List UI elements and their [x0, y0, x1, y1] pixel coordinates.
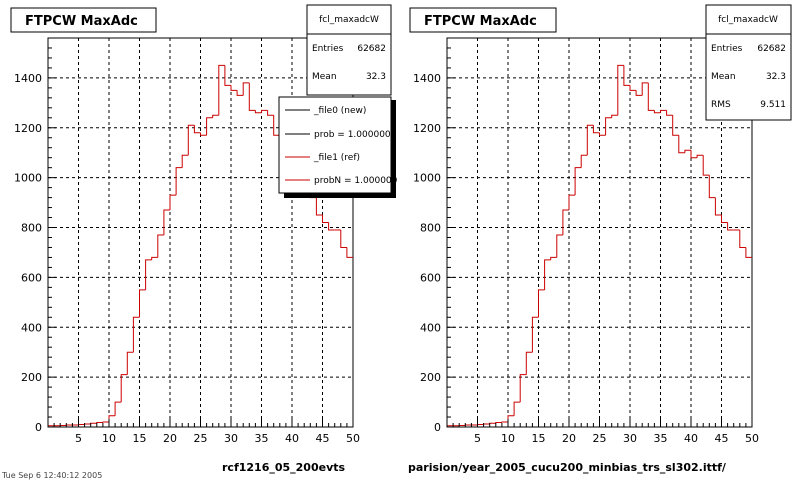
timestamp-label: Tue Sep 6 12:40:12 2005 — [1, 471, 102, 480]
y-tick-label: 1000 — [14, 172, 42, 185]
stats-name: fcl_maxadcW — [319, 15, 379, 25]
stats-mean-value: 32.3 — [366, 72, 386, 82]
stats-entries-label: Entries — [312, 44, 344, 54]
legend-entry-ref: _file1 (ref) — [313, 153, 360, 163]
y-tick-label: 400 — [21, 321, 42, 334]
x-tick-label: 50 — [346, 432, 360, 445]
legend-entry-new: _file0 (new) — [313, 106, 366, 116]
stats-entries-value: 62682 — [357, 44, 386, 54]
pad-left: 5 10 15 20 25 30 35 40 45 50 0 200 400 600 800 1000 120… — [11, 5, 398, 474]
y-tick-label: 1200 — [14, 122, 42, 135]
x-tick-label: 25 — [194, 432, 208, 445]
stats-name: fcl_maxadcW — [718, 15, 778, 25]
y-tick-label: 0 — [35, 421, 42, 434]
legend-entry-prob: prob = 1.000000 — [314, 130, 391, 140]
pad-right: 5 10 15 20 25 30 35 40 45 50 0 200 400 600 800 1000 120… — [408, 5, 791, 474]
y-tick-label: 200 — [21, 371, 42, 384]
stats-rms-value: 9.511 — [760, 100, 786, 110]
x-tick-label: 5 — [474, 432, 481, 445]
y-tick-label: 800 — [420, 222, 441, 235]
x-tick-label: 10 — [501, 432, 515, 445]
x-tick-label: 5 — [75, 432, 82, 445]
x-tick-label: 40 — [285, 432, 299, 445]
x-tick-label: 20 — [562, 432, 576, 445]
x-tick-label: 45 — [715, 432, 729, 445]
x-tick-label: 40 — [684, 432, 698, 445]
pad-title: FTPCW MaxAdc — [424, 14, 537, 29]
y-tick-label: 800 — [21, 222, 42, 235]
x-tick-label: 10 — [102, 432, 116, 445]
y-tick-label: 600 — [21, 271, 42, 284]
y-tick-label: 600 — [420, 271, 441, 284]
footer-label: parision/year_2005_cucu200_minbias_trs_s… — [408, 461, 727, 474]
x-tick-label: 15 — [133, 432, 147, 445]
stats-mean-value: 32.3 — [766, 72, 786, 82]
y-tick-label: 0 — [434, 421, 441, 434]
x-tick-label: 45 — [316, 432, 330, 445]
y-tick-label: 200 — [420, 371, 441, 384]
x-tick-label: 20 — [163, 432, 177, 445]
stats-box: fcl_maxadcW Entries 62682 Mean 32.3 — [307, 5, 391, 95]
stats-mean-label: Mean — [312, 72, 337, 82]
x-tick-label: 35 — [654, 432, 668, 445]
x-tick-label: 25 — [593, 432, 607, 445]
stats-entries-value: 62682 — [757, 44, 786, 54]
legend-entry-probn: probN = 1.000000 — [314, 176, 398, 186]
y-tick-label: 1400 — [14, 72, 42, 85]
x-tick-label: 35 — [255, 432, 269, 445]
x-tick-label: 30 — [623, 432, 637, 445]
pad-title: FTPCW MaxAdc — [25, 14, 138, 29]
stats-box: fcl_maxadcW Entries 62682 Mean 32.3 RMS … — [706, 5, 791, 120]
footer-label: rcf1216_05_200evts — [222, 461, 346, 474]
y-tick-label: 1000 — [413, 172, 441, 185]
y-tick-label: 1400 — [413, 72, 441, 85]
x-tick-label: 15 — [532, 432, 546, 445]
stats-mean-label: Mean — [711, 72, 736, 82]
y-tick-label: 400 — [420, 321, 441, 334]
x-tick-label: 50 — [745, 432, 759, 445]
y-tick-label: 1200 — [413, 122, 441, 135]
x-tick-label: 30 — [224, 432, 238, 445]
legend: _file0 (new) prob = 1.000000 _file1 (ref… — [279, 97, 398, 198]
stats-rms-label: RMS — [711, 100, 731, 110]
stats-entries-label: Entries — [711, 44, 743, 54]
